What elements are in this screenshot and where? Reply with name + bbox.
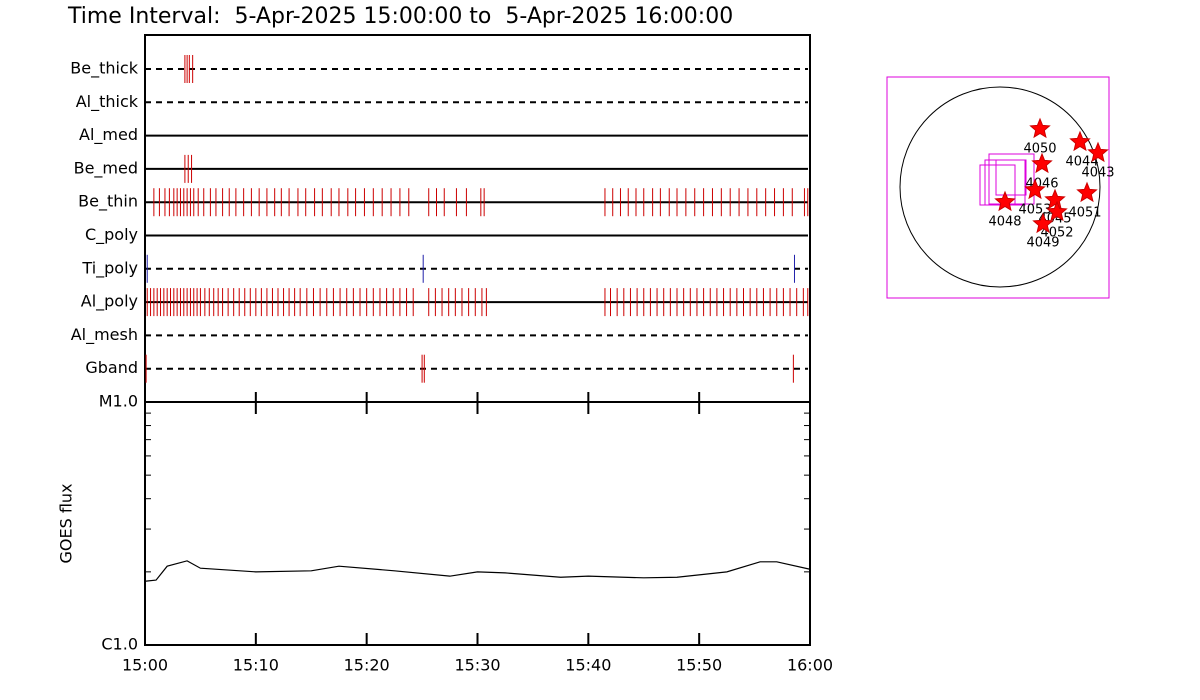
x-tick-label: 16:00: [787, 656, 833, 675]
x-tick-label: 15:00: [122, 656, 168, 675]
x-tick-label: 15:20: [344, 656, 390, 675]
filter-label: Al_mesh: [71, 325, 138, 345]
y-tick-label: M1.0: [99, 392, 138, 411]
region-label: 4050: [1023, 142, 1056, 157]
region-label: 4043: [1081, 166, 1114, 181]
filter-label: Be_thick: [70, 59, 138, 79]
y-axis-label: GOES flux: [57, 483, 76, 563]
goes-curve: [144, 560, 811, 582]
x-tick-label: 15:50: [676, 656, 722, 675]
region-label: 4044: [1065, 155, 1098, 170]
region-star: [994, 190, 1016, 212]
filter-label: Be_med: [74, 158, 138, 178]
region-star: [1029, 117, 1051, 139]
region-label: 4049: [1026, 236, 1059, 251]
region-star: [1087, 141, 1109, 163]
filter-label: Al_thick: [76, 92, 139, 112]
region-star: [1044, 188, 1066, 210]
goes-frame: [144, 401, 811, 646]
region-label: 4051: [1068, 206, 1101, 221]
region-star: [1076, 181, 1098, 203]
region-star: [1046, 200, 1068, 222]
fov-box: [995, 159, 1027, 196]
region-star: [1032, 212, 1054, 234]
region-label: 4048: [988, 215, 1021, 230]
filter-label: C_poly: [85, 225, 138, 245]
x-tick-label: 15:30: [454, 656, 500, 675]
filter-label: Be_thin: [78, 192, 138, 212]
solar-limb: [899, 86, 1101, 288]
filter-label: Ti_poly: [81, 258, 138, 278]
chart-title: Time Interval: 5-Apr-2025 15:00:00 to 5-…: [67, 4, 733, 29]
x-tick-label: 15:10: [233, 656, 279, 675]
region-star: [1031, 152, 1053, 174]
fov-box: [988, 153, 1035, 205]
filter-label: Al_poly: [81, 292, 138, 312]
filter-label: Al_med: [79, 125, 138, 145]
y-tick-label: C1.0: [101, 635, 138, 654]
filter-label: Gband: [85, 358, 138, 377]
map-frame: [886, 76, 1110, 299]
region-star: [1024, 178, 1046, 200]
x-tick-label: 15:40: [565, 656, 611, 675]
region-star: [1069, 130, 1091, 152]
event-frame: [144, 34, 811, 403]
